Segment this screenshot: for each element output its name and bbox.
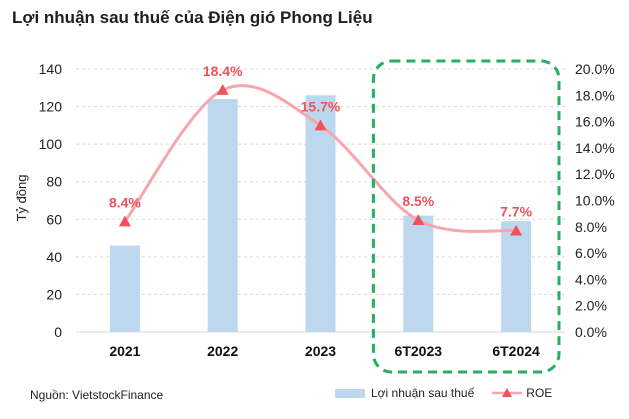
roe-data-label: 15.7% xyxy=(301,99,341,115)
source-note: Nguồn: VietstockFinance xyxy=(30,388,164,402)
roe-data-label: 7.7% xyxy=(500,204,532,220)
legend-label-roe: ROE xyxy=(526,386,553,400)
bar-series xyxy=(109,95,532,332)
y-tick-label: 120 xyxy=(39,99,63,115)
legend: Lợi nhuận sau thuế ROE xyxy=(335,386,570,400)
y-tick-label: 80 xyxy=(46,174,62,190)
y2-tick-label: 4.0% xyxy=(575,271,607,287)
y-axis-left: 0 20 40 60 80 100 120 140 xyxy=(39,61,63,340)
x-tick-label: 2023 xyxy=(305,343,336,359)
y-tick-label: 20 xyxy=(46,286,62,302)
y2-tick-label: 20.0% xyxy=(575,61,615,77)
y-axis-right: 0.0% 2.0% 4.0% 6.0% 8.0% 10.0% 12.0% 14.0% 16.0%… xyxy=(575,61,615,340)
x-tick-label: 6T2023 xyxy=(395,343,443,359)
legend-item-profit: Lợi nhuận sau thuế xyxy=(335,386,474,400)
roe-line-series: 8.4% 18.4% 15.7% 8.5% 7.7% xyxy=(109,63,533,236)
roe-marker xyxy=(412,214,425,226)
legend-line-swatch xyxy=(492,388,523,397)
y-tick-label: 140 xyxy=(39,61,63,77)
bar xyxy=(109,245,140,332)
legend-item-roe: ROE xyxy=(492,386,552,400)
roe-marker xyxy=(216,84,229,95)
y-tick-label: 40 xyxy=(46,249,62,265)
x-tick-label: 2022 xyxy=(207,343,238,359)
bar xyxy=(305,95,336,332)
roe-data-label: 8.5% xyxy=(402,193,434,209)
x-tick-label: 6T2024 xyxy=(492,343,540,359)
roe-data-label: 8.4% xyxy=(109,195,141,211)
bar xyxy=(207,99,238,332)
y2-tick-label: 0.0% xyxy=(575,324,607,340)
legend-bar-swatch xyxy=(335,388,365,398)
x-tick-label: 2021 xyxy=(109,343,140,359)
y-tick-label: 0 xyxy=(54,324,62,340)
y2-tick-label: 6.0% xyxy=(575,245,607,261)
y-tick-label: 100 xyxy=(39,136,63,152)
y2-tick-label: 10.0% xyxy=(575,193,615,209)
roe-marker xyxy=(314,119,327,131)
y2-tick-label: 14.0% xyxy=(575,140,615,156)
y-tick-label: 60 xyxy=(46,211,62,227)
y2-tick-label: 2.0% xyxy=(575,298,607,314)
chart-title: Lợi nhuận sau thuế của Điện gió Phong Li… xyxy=(12,8,373,27)
y2-tick-label: 8.0% xyxy=(575,219,607,235)
x-axis: 2021 2022 2023 6T2023 6T2024 xyxy=(109,343,540,359)
y-axis-title: Tỷ đồng xyxy=(14,175,29,222)
y2-tick-label: 18.0% xyxy=(575,87,615,103)
y2-tick-label: 12.0% xyxy=(575,166,615,182)
roe-data-label: 18.4% xyxy=(203,63,243,79)
legend-label-profit: Lợi nhuận sau thuế xyxy=(371,386,475,400)
roe-marker xyxy=(510,224,523,236)
bar xyxy=(501,221,532,332)
y2-tick-label: 16.0% xyxy=(575,114,615,130)
bar xyxy=(403,215,434,332)
roe-marker xyxy=(118,215,131,227)
highlight-box xyxy=(371,59,561,374)
